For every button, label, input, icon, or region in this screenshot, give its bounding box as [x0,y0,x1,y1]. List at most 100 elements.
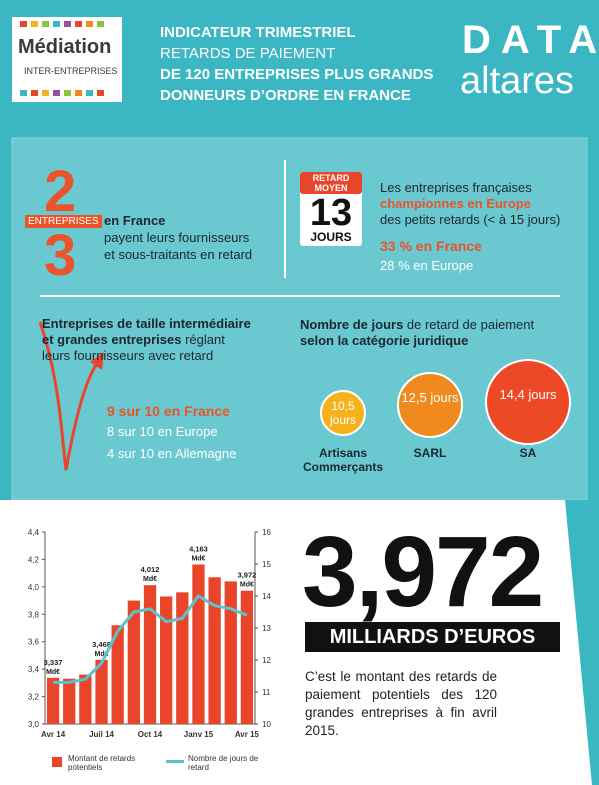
value-label: 4,012 [141,565,160,574]
total-figure: 3,972 [302,516,544,628]
bar [143,585,157,724]
denominator: 3 [44,223,77,288]
x-tick-label: Oct 14 [138,730,163,739]
y2-tick-label: 11 [262,688,271,697]
circle-name: SARL [413,446,447,460]
icon-unit: JOURS [310,230,352,244]
legal-rest: de retard de paiement [403,317,535,332]
line [53,594,248,684]
large-bold: et grandes entreprises [42,332,182,347]
logo-subtitle: INTER-ENTREPRISES [24,66,118,76]
value-label: 3,337 [44,658,63,667]
bar [63,678,76,724]
circle-label: 14,4 jours [499,387,557,402]
y2-tick-label: 14 [262,592,271,601]
circle [320,390,366,436]
circle-label: 12,5 jours [401,390,459,405]
large-text: leurs fournisseurs avec retard [42,348,214,363]
value-label: 3,468 [92,640,111,649]
y2-tick-label: 16 [262,528,271,537]
circle-label: 10,5 jours [329,399,356,427]
y2-tick-label: 15 [262,560,271,569]
logo-title: Médiation [18,36,112,58]
bar [95,659,108,724]
legend-swatch [166,760,184,763]
brand: altares [460,60,575,102]
y-tick-label: 3,4 [28,665,40,674]
x-tick-label: Janv 15 [184,730,214,739]
numerator: 2 [44,159,77,224]
x-tick-label: Juil 14 [89,730,114,739]
circle-name: SA [519,446,537,460]
total-unit: MILLIARDS D’EUROS [305,622,560,652]
bar [176,592,189,724]
arrow-head [90,352,104,370]
x-tick-label: Avr 14 [41,730,66,739]
y2-tick-label: 10 [262,720,271,729]
legal-text: Nombre de jours de retard de paiement [300,317,534,332]
circle [485,359,571,445]
title-line: RETARDS DE PAIEMENT [160,45,336,62]
icon-number: 13 [309,192,353,234]
bar [127,600,140,724]
title-line: DE 120 ENTREPRISES PLUS GRANDS [160,66,434,83]
y-tick-label: 3,6 [28,638,40,647]
large-text: et grandes entreprises réglant [42,332,225,347]
value-unit: Md€ [95,651,109,658]
title-line: INDICATEUR TRIMESTRIEL [160,24,356,41]
large-rest: réglant [181,332,225,347]
chart: 3,0 3,2 3,4 3,6 3,8 4,0 4,2 4,4 10 11 12 13 14 15 16 Av… [28,528,272,739]
total-text: C’est le montant des retards de paiement… [305,669,497,738]
large-france: 9 sur 10 en France [107,403,230,419]
calendar-header [300,172,362,194]
legend-label: Nombre de jours de retard [188,754,259,772]
bar [46,677,60,724]
value-label: 4,163 [189,545,208,554]
legal-text: selon la catégorie juridique [300,333,469,348]
bar [192,564,205,724]
circle-name: Artisans Commerçants [302,446,384,474]
bar [160,596,173,724]
average-text: Les entreprises françaises [380,180,532,195]
legend-swatch [52,757,62,767]
icon-label: RETARD MOYEN [300,173,362,193]
bar [79,674,92,724]
panel [11,137,588,501]
large-germany: 4 sur 10 en Allemagne [107,446,237,461]
y-tick-label: 3,2 [28,693,40,702]
value-unit: Md€ [240,582,254,589]
bar [240,590,254,724]
bar [111,625,124,724]
value-unit: Md€ [143,576,157,583]
share-text: et sous-traitants en retard [104,247,253,262]
y-tick-label: 4,4 [28,528,40,537]
title-line: DONNEURS D’ORDRE EN FRANCE [160,87,411,104]
corner-stripe [565,500,599,785]
y2-tick-label: 13 [262,624,271,633]
icon-text: RETARD [312,173,350,183]
icon-text: MOYEN [314,183,348,193]
bar [224,581,237,724]
large-text: Entreprises de taille intermédiaire [42,316,251,331]
value-unit: Md€ [191,556,205,563]
average-europe: 28 % en Europe [380,258,474,273]
y-tick-label: 4,0 [28,583,40,592]
trend-arrow [38,321,100,471]
logo-box [12,17,122,102]
logo-squares [20,21,104,96]
y-tick-label: 3,0 [28,720,40,729]
large-europe: 8 sur 10 en Europe [107,424,218,439]
bar [208,577,221,724]
y2-tick-label: 12 [262,656,271,665]
average-france: 33 % en France [380,238,482,254]
x-tick-label: Avr 15 [235,730,260,739]
legal-bold: Nombre de jours [300,317,404,332]
badge: ENTREPRISES [25,215,102,228]
y-tick-label: 4,2 [28,555,40,564]
y-tick-label: 3,8 [28,610,40,619]
value-unit: Md€ [46,669,60,676]
average-highlight: championnes en Europe [380,196,531,211]
average-text: des petits retards (< à 15 jours) [380,212,561,227]
